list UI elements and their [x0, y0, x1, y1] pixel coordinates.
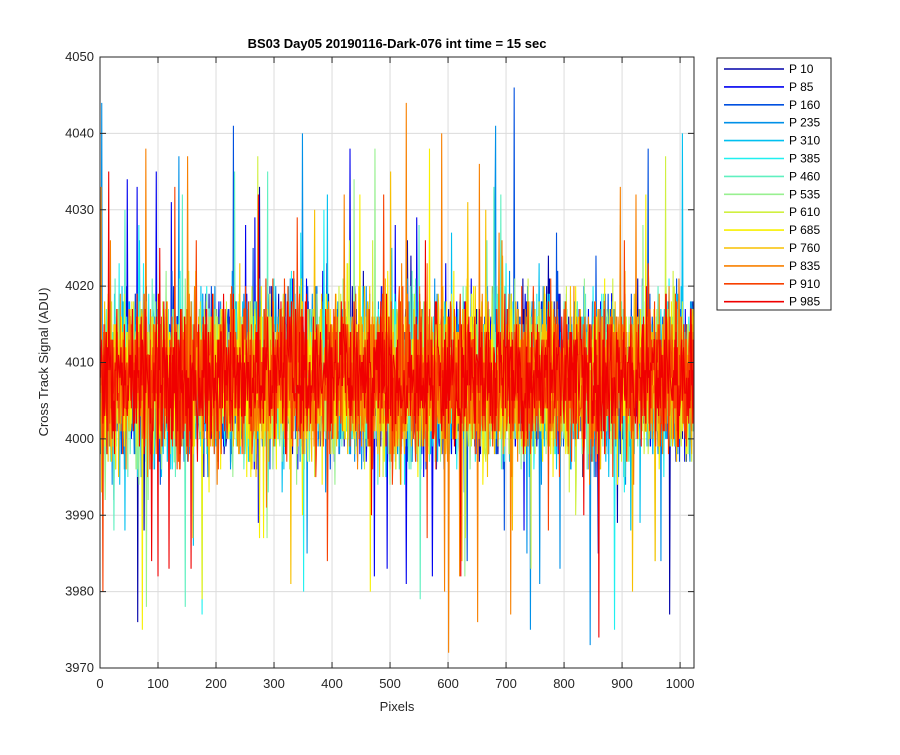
- x-tick-label: 800: [553, 676, 575, 691]
- legend-label: P 310: [789, 134, 820, 148]
- legend-label: P 460: [789, 169, 820, 183]
- axis-ticks: [99, 56, 694, 669]
- y-tick-label: 4000: [65, 431, 94, 446]
- legend-label: P 910: [789, 277, 820, 291]
- y-tick-label: 4050: [65, 49, 94, 64]
- x-tick-label: 900: [611, 676, 633, 691]
- chart-title: BS03 Day05 20190116-Dark-076 int time = …: [248, 36, 547, 51]
- x-tick-label: 1000: [666, 676, 695, 691]
- x-tick-label: 300: [263, 676, 285, 691]
- legend-label: P 610: [789, 205, 820, 219]
- legend: P 10 P 85 P 160 P 235 P 310 P 385 P 460 P 535 P …: [716, 57, 832, 311]
- y-tick-label: 4020: [65, 278, 94, 293]
- legend-label: P 835: [789, 259, 820, 273]
- y-tick-label: 3970: [65, 660, 94, 675]
- y-tick-label: 3990: [65, 507, 94, 522]
- series-line: [100, 171, 694, 638]
- legend-label: P 385: [789, 152, 820, 166]
- x-tick-label: 400: [321, 676, 343, 691]
- y-tick-label: 4040: [65, 125, 94, 140]
- legend-label: P 985: [789, 295, 820, 309]
- legend-label: P 685: [789, 223, 820, 237]
- x-tick-label: 500: [379, 676, 401, 691]
- y-axis-label: Cross Track Signal (ADU): [36, 288, 51, 437]
- y-tick-label: 3980: [65, 584, 94, 599]
- x-tick-label: 700: [495, 676, 517, 691]
- y-tick-label: 4010: [65, 355, 94, 370]
- x-tick-label: 0: [96, 676, 103, 691]
- legend-label: P 160: [789, 98, 820, 112]
- legend-label: P 235: [789, 116, 820, 130]
- legend-box: [716, 57, 832, 311]
- tick-labels: 0 100 200 300 400 500 600 700 800 900 1000 3970 3980…: [65, 49, 694, 691]
- legend-label: P 85: [789, 80, 814, 94]
- x-tick-label: 200: [205, 676, 227, 691]
- x-tick-label: 100: [147, 676, 169, 691]
- legend-label: P 535: [789, 187, 820, 201]
- legend-label: P 760: [789, 241, 820, 255]
- y-tick-label: 4030: [65, 202, 94, 217]
- x-axis-label: Pixels: [380, 699, 415, 714]
- legend-label: P 10: [789, 62, 814, 76]
- series-lines: [100, 87, 694, 653]
- x-tick-label: 600: [437, 676, 459, 691]
